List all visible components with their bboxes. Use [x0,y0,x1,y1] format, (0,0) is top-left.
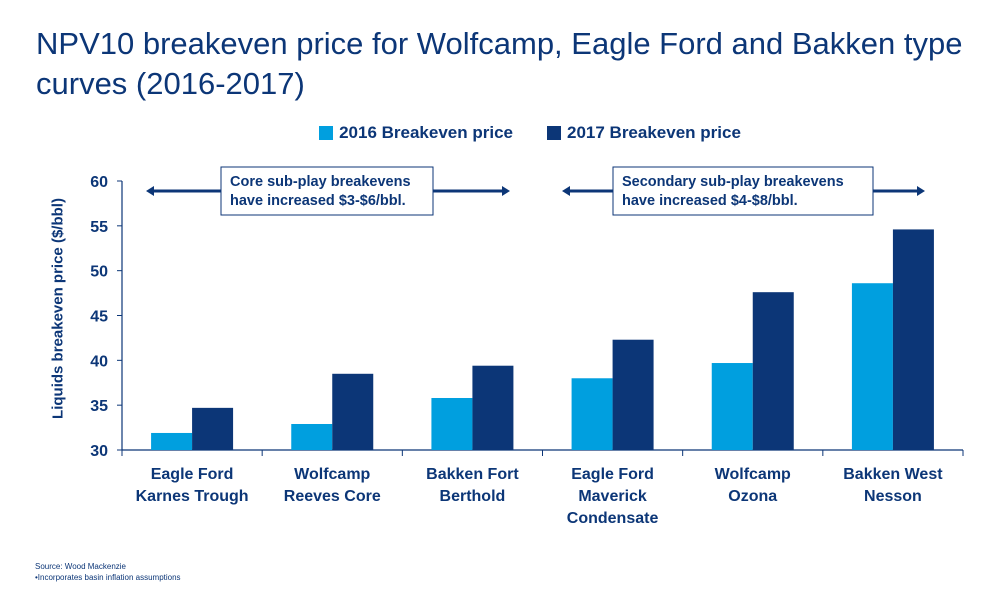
arrow-head-right [502,186,510,196]
x-tick-label: Bakken West [843,466,943,483]
bar-2016 [711,363,753,450]
arrow-head-left [562,186,570,196]
x-tick-label: Condensate [567,510,659,527]
bar-2017 [472,365,514,450]
x-tick-label: Berthold [440,488,506,505]
annotation-text: Core sub-play breakevens [230,174,411,190]
bar-2017 [752,292,794,450]
annotation-text: Secondary sub-play breakevens [622,174,844,190]
arrow-head-left [146,186,154,196]
annotation-text: have increased $4-$8/bbl. [622,193,798,209]
y-tick-label: 60 [90,174,108,191]
chart-title: NPV10 breakeven price for Wolfcamp, Eagl… [36,26,963,101]
legend-label-2016: 2016 Breakeven price [339,123,513,142]
bar-2016 [571,378,613,450]
annotation-box [612,166,874,216]
bar-2016 [291,423,333,450]
y-tick-label: 45 [90,309,108,326]
arrow-head-right [917,186,925,196]
legend-item-2017: 2017 Breakeven price [547,123,741,143]
bar-2016 [851,283,893,450]
x-tick-label: Nesson [864,488,922,505]
x-tick-label: Ozona [728,488,777,505]
y-tick-label: 35 [90,398,108,415]
x-tick-label: Wolfcamp [294,466,370,483]
source-text: Source: Wood Mackenzie [35,562,127,571]
x-tick-label: Eagle Ford [571,466,654,483]
bar-2016 [151,432,193,450]
bar-2017 [192,407,234,450]
legend: 2016 Breakeven price 2017 Breakeven pric… [0,123,1000,143]
bar-2016 [431,397,473,450]
bar-2017 [332,373,374,450]
y-tick-label: 30 [90,443,108,460]
y-tick-label: 55 [90,219,108,236]
legend-item-2016: 2016 Breakeven price [319,123,513,143]
bar-2017 [612,339,654,450]
footnote-text: •Incorporates basin inflation assumption… [35,573,181,582]
y-tick-label: 40 [90,353,108,370]
x-tick-label: Maverick [578,488,647,505]
x-tick-label: Wolfcamp [715,466,791,483]
x-tick-label: Eagle Ford [151,466,234,483]
x-tick-label: Reeves Core [284,488,381,505]
x-tick-label: Bakken Fort [426,466,519,483]
bar-2017 [892,229,934,450]
annotation-box [220,166,434,216]
legend-swatch-2016 [319,126,334,140]
legend-label-2017: 2017 Breakeven price [567,123,741,142]
footer: Source: Wood Mackenzie •Incorporates bas… [35,561,181,583]
annotation-text: have increased $3-$6/bbl. [230,193,406,209]
legend-swatch-2017 [547,126,561,140]
y-tick-label: 50 [90,264,108,281]
x-tick-label: Karnes Trough [136,488,249,505]
